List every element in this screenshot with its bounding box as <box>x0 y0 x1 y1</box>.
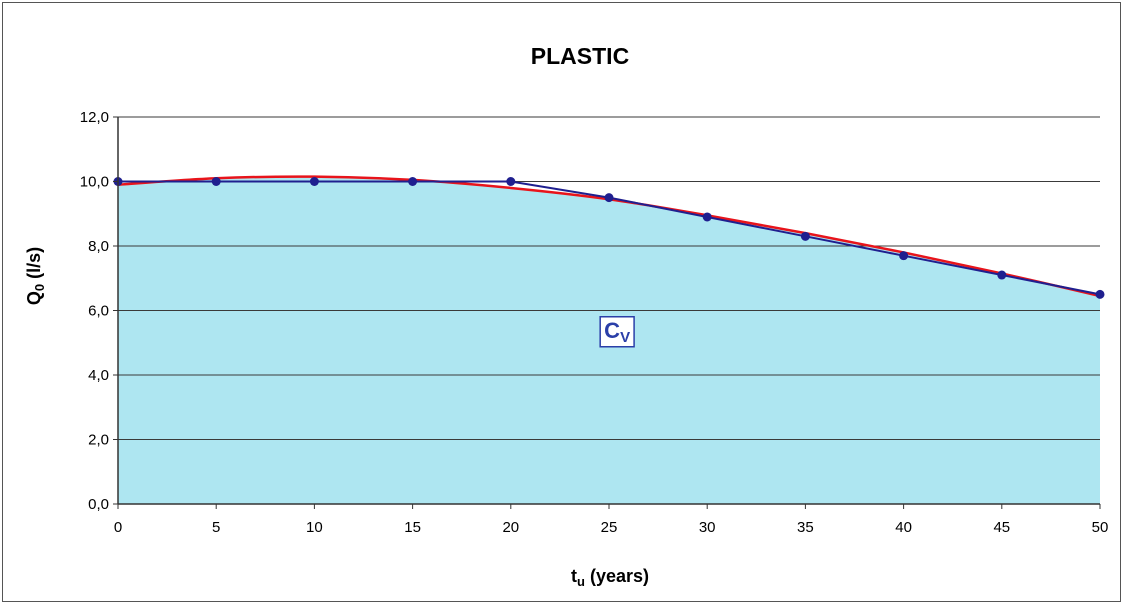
cv-annotation-text: CV <box>604 318 630 346</box>
data-point <box>702 212 712 222</box>
y-tick-label: 2,0 <box>88 432 109 449</box>
cv-annotation: CV <box>599 316 635 348</box>
data-point <box>997 270 1007 280</box>
x-tick-label: 40 <box>895 519 912 536</box>
x-axis-label: tu (years) <box>571 566 649 589</box>
cv-annotation-subscript: V <box>620 329 630 346</box>
x-axis-label-subscript: u <box>577 574 585 589</box>
y-axis-label: Q0 (l/s) <box>24 247 47 305</box>
x-tick-label: 15 <box>404 519 421 536</box>
y-axis-label-subscript: 0 <box>32 284 47 291</box>
y-axis-label-main: Q <box>24 291 44 305</box>
y-tick-label: 4,0 <box>88 367 109 384</box>
data-point <box>604 193 614 203</box>
x-axis-label-suffix: (years) <box>585 566 649 586</box>
x-tick-label: 30 <box>699 519 716 536</box>
x-tick-label: 45 <box>993 519 1010 536</box>
cv-annotation-main: C <box>604 318 620 343</box>
plot-area <box>113 116 1105 505</box>
trend-curve <box>117 175 1101 298</box>
x-tick-label: 10 <box>306 519 323 536</box>
data-point <box>800 231 810 241</box>
data-point <box>211 177 221 186</box>
x-tick-label: 50 <box>1092 519 1109 536</box>
data-point <box>506 177 516 186</box>
y-axis-label-suffix: (l/s) <box>24 247 44 284</box>
cv-annotation-box <box>599 316 635 348</box>
y-tick-labels: 0,0 2,0 4,0 6,0 8,0 10,0 12,0 <box>80 109 118 513</box>
data-point <box>408 177 418 186</box>
gridlines <box>118 116 1100 440</box>
x-tick-label: 5 <box>212 519 220 536</box>
chart-title: PLASTIC <box>531 43 629 69</box>
y-tick-label: 0,0 <box>88 496 109 513</box>
y-tick-label: 12,0 <box>80 109 109 126</box>
data-point <box>309 177 319 186</box>
x-tick-labels: 0 5 10 15 20 25 30 35 40 45 50 <box>114 504 1109 536</box>
x-tick-label: 35 <box>797 519 814 536</box>
y-tick-label: 8,0 <box>88 238 109 255</box>
data-point <box>1095 289 1105 299</box>
data-point <box>899 251 909 261</box>
y-tick-label: 6,0 <box>88 303 109 320</box>
x-tick-label: 0 <box>114 519 122 536</box>
y-tick-label: 10,0 <box>80 174 109 191</box>
x-axis-label-main: t <box>571 566 577 586</box>
x-tick-label: 20 <box>502 519 519 536</box>
x-tick-label: 25 <box>601 519 618 536</box>
